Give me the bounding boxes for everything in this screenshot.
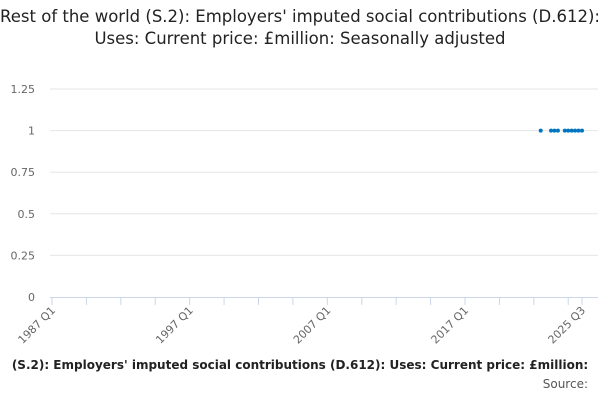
x-tick-label: 2017 Q1 <box>429 304 472 347</box>
y-tick-label: 0 <box>28 291 35 304</box>
data-point <box>552 128 557 133</box>
y-tick-label: 1 <box>28 125 35 138</box>
x-tick-label: 2007 Q1 <box>291 304 334 347</box>
data-point <box>566 128 571 133</box>
data-point <box>549 128 554 133</box>
x-tick-label: 2025 Q3 <box>546 304 589 347</box>
y-tick-label: 0.25 <box>11 249 36 262</box>
y-tick-label: 0.75 <box>11 166 36 179</box>
data-point <box>555 128 560 133</box>
x-tick-label: 1987 Q1 <box>16 304 59 347</box>
y-tick-label: 1.25 <box>11 83 36 96</box>
data-point <box>580 128 584 133</box>
series-footer-text: (S.2): Employers' imputed social contrib… <box>11 358 589 372</box>
data-point <box>562 128 567 133</box>
chart-title: Rest of the world (S.2): Employers' impu… <box>0 7 600 48</box>
data-point <box>538 128 543 133</box>
source-label: Source: <box>542 377 588 391</box>
data-point <box>573 128 578 133</box>
y-tick-label: 0.5 <box>18 208 36 221</box>
data-point <box>576 128 581 133</box>
data-point <box>569 128 574 133</box>
x-tick-label: 1997 Q1 <box>153 304 196 347</box>
